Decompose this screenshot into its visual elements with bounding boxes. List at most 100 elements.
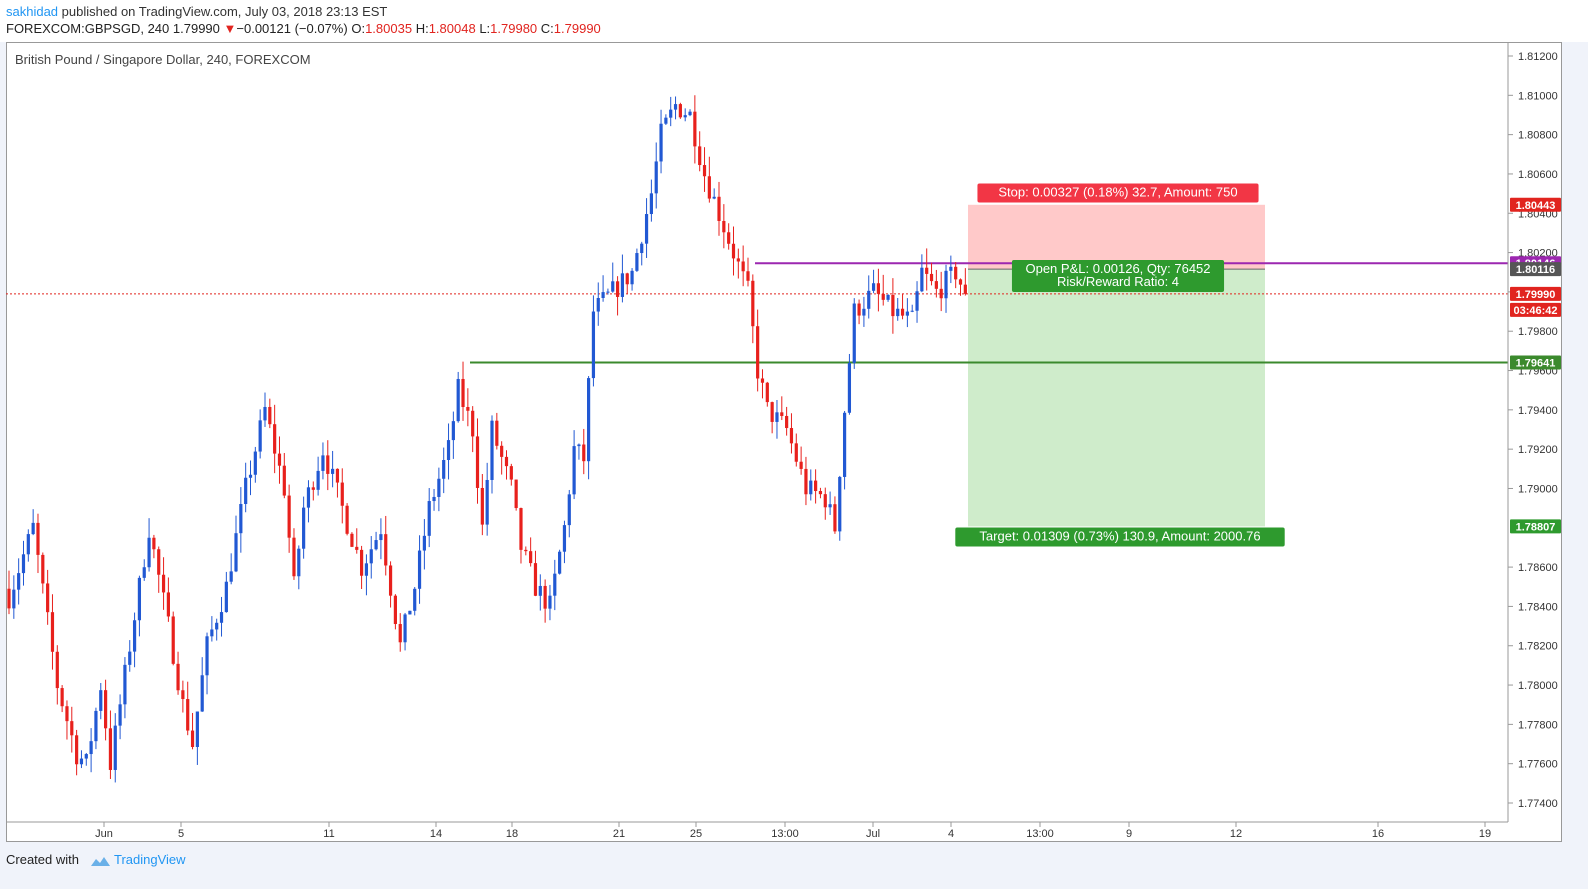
candle-body bbox=[99, 690, 103, 711]
tradingview-link[interactable]: TradingView bbox=[114, 852, 186, 867]
y-tick-label: 1.81200 bbox=[1518, 51, 1558, 63]
candle-body bbox=[277, 453, 282, 466]
candle-body bbox=[432, 496, 436, 502]
candle-body bbox=[65, 706, 69, 722]
candle-body bbox=[36, 522, 40, 555]
candle-body bbox=[794, 443, 798, 462]
candle-body bbox=[239, 504, 243, 534]
y-tick-label: 1.81000 bbox=[1518, 90, 1558, 102]
candle-body bbox=[538, 585, 542, 596]
candle-body bbox=[152, 537, 156, 550]
candle-body bbox=[55, 651, 59, 689]
candle-body bbox=[442, 460, 446, 479]
candle-body bbox=[331, 468, 335, 474]
candle-body bbox=[553, 573, 557, 596]
candle-body bbox=[132, 620, 137, 652]
candle-body bbox=[490, 420, 494, 480]
chart-frame[interactable] bbox=[6, 42, 1562, 842]
candle-body bbox=[31, 522, 35, 535]
stop-zone[interactable] bbox=[968, 204, 1265, 270]
candle-body bbox=[630, 270, 634, 285]
candle-body bbox=[302, 507, 306, 549]
candle-body bbox=[7, 588, 11, 609]
candle-body bbox=[142, 567, 146, 578]
price-tag-open-text: 1.80116 bbox=[1516, 264, 1555, 276]
y-tick-label: 1.78200 bbox=[1518, 641, 1558, 653]
y-tick-label: 1.78000 bbox=[1518, 680, 1558, 692]
candle-body bbox=[369, 549, 373, 564]
candle-body bbox=[384, 534, 388, 566]
target-label-text: Target: 0.01309 (0.73%) 130.9, Amount: 2… bbox=[979, 529, 1260, 544]
y-tick-label: 1.78600 bbox=[1518, 562, 1558, 574]
y-tick-label: 1.78400 bbox=[1518, 601, 1558, 613]
chart-header: sakhidad published on TradingView.com, J… bbox=[0, 0, 1588, 42]
open-label: O: bbox=[351, 21, 366, 36]
candle-body bbox=[186, 699, 190, 731]
candle-body bbox=[804, 468, 808, 495]
stop-label-text: Stop: 0.00327 (0.18%) 32.7, Amount: 750 bbox=[998, 185, 1237, 200]
candle-body bbox=[833, 504, 837, 532]
candle-body bbox=[26, 534, 30, 555]
price-tag-open bbox=[1510, 262, 1561, 277]
candle-body bbox=[219, 612, 224, 623]
candle-body bbox=[388, 565, 393, 596]
candle-body bbox=[823, 494, 827, 508]
candle-body bbox=[611, 281, 615, 292]
candle-body bbox=[446, 440, 451, 461]
candle-body bbox=[422, 535, 426, 551]
x-tick-label: 11 bbox=[323, 828, 334, 840]
x-tick-label: 9 bbox=[1126, 828, 1132, 840]
candle-body bbox=[881, 293, 885, 300]
candle-body bbox=[717, 196, 721, 221]
y-tick-label: 1.77800 bbox=[1518, 719, 1558, 731]
candle-body bbox=[311, 487, 315, 490]
x-tick-label: 25 bbox=[690, 828, 702, 840]
candle-body bbox=[335, 468, 340, 483]
candle-body bbox=[21, 554, 26, 574]
candle-body bbox=[635, 253, 639, 271]
candle-body bbox=[374, 540, 378, 550]
candle-body bbox=[871, 283, 876, 291]
candle-body bbox=[809, 480, 813, 495]
candle-body bbox=[731, 243, 736, 259]
candle-body bbox=[171, 616, 175, 664]
candle-body bbox=[345, 505, 349, 534]
position-zones[interactable] bbox=[968, 204, 1265, 527]
candle-body bbox=[514, 479, 518, 509]
candle-body bbox=[905, 311, 909, 316]
tradingview-cloud-icon bbox=[90, 856, 110, 866]
candle-body bbox=[562, 525, 567, 552]
candle-body bbox=[944, 270, 948, 299]
candle-body bbox=[273, 424, 277, 454]
low-label: L: bbox=[479, 21, 491, 36]
close-value: 1.79990 bbox=[553, 21, 601, 36]
candle-body bbox=[867, 290, 871, 309]
countdown-tag bbox=[1510, 302, 1561, 317]
time-axis[interactable]: Jun 5 11 14 18 21 25 13:00 Jul 4 13:00 9 12 16 19 bbox=[95, 822, 1491, 840]
price-tag-last bbox=[1510, 286, 1561, 301]
candle-body bbox=[84, 754, 88, 759]
candle-body bbox=[688, 111, 692, 116]
candle-body bbox=[181, 690, 185, 700]
candle-body bbox=[615, 281, 620, 297]
candle-body bbox=[200, 675, 204, 712]
candle-body bbox=[567, 494, 571, 526]
candle-body bbox=[89, 741, 93, 755]
candle-body bbox=[50, 612, 55, 652]
high-value: 1.80048 bbox=[428, 21, 476, 36]
y-tick-label: 1.80800 bbox=[1518, 130, 1558, 142]
candle-body bbox=[896, 308, 900, 317]
candle-body bbox=[113, 725, 117, 770]
author-link[interactable]: sakhidad bbox=[6, 4, 59, 19]
candle-body bbox=[224, 581, 228, 613]
price-axis[interactable]: 1.812001.810001.808001.806001.804001.802… bbox=[1508, 51, 1558, 810]
candle-body bbox=[736, 258, 740, 262]
candle-body bbox=[702, 165, 707, 177]
candle-body bbox=[524, 549, 528, 552]
candle-body bbox=[838, 476, 842, 532]
candle-body bbox=[775, 412, 779, 422]
candle-body bbox=[461, 378, 465, 407]
target-zone[interactable] bbox=[968, 269, 1265, 527]
x-tick-label: 13:00 bbox=[1026, 828, 1054, 840]
